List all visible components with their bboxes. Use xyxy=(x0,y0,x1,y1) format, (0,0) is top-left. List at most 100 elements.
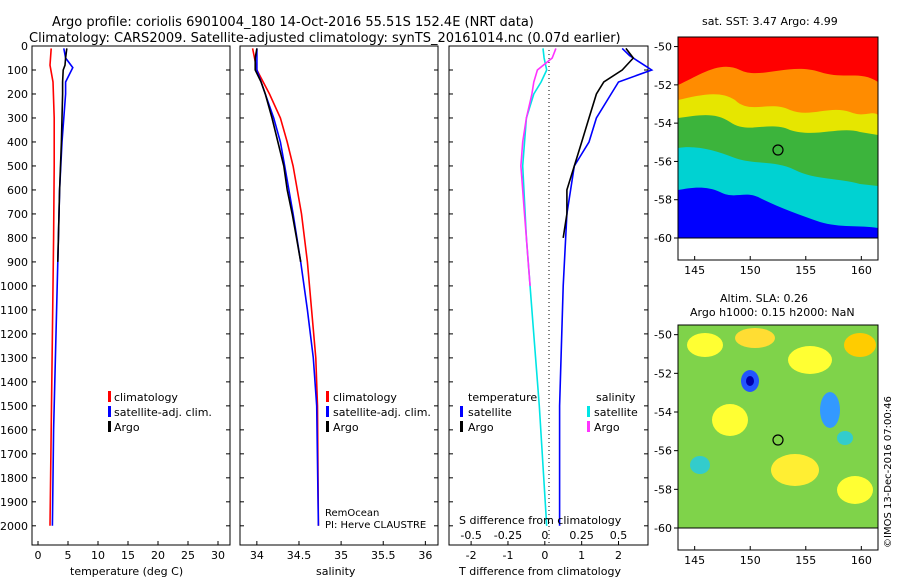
temperature-curves xyxy=(49,48,74,526)
top-tick-label: 0.25 xyxy=(569,529,594,542)
depth-tick-label: 2000 xyxy=(0,520,28,533)
difference-legend: temperature salinity satellite Argo sate… xyxy=(460,391,638,434)
x-tick-label: 1 xyxy=(578,549,585,562)
x-tick-label: -2 xyxy=(466,549,477,562)
sla-map-title-2: Argo h1000: 0.15 h2000: NaN xyxy=(690,306,855,319)
sla-low-anomaly xyxy=(690,456,710,474)
legend-swatch-climatology xyxy=(108,391,111,402)
sla-lat-ticks: -50 -52 -54 -56 -58 -60 xyxy=(654,329,678,535)
pi-credit: PI: Herve CLAUSTRE xyxy=(325,520,426,531)
lon-tick-label: 145 xyxy=(684,554,705,567)
sst-argo-position-marker xyxy=(772,144,784,156)
legend-swatch-satellite xyxy=(108,406,111,417)
depth-tick-label: 800 xyxy=(7,232,28,245)
depth-tick-label: 1300 xyxy=(0,352,28,365)
temperature-xlabel: temperature (deg C) xyxy=(70,565,183,578)
lat-tick-label: -54 xyxy=(654,117,672,130)
series-line-temperature-argo xyxy=(562,47,635,239)
lon-tick-label: 150 xyxy=(740,264,761,277)
map-outer-frame xyxy=(677,324,879,551)
sla-low-anomaly xyxy=(820,392,840,428)
sla-map-title-1: Altim. SLA: 0.26 xyxy=(720,292,808,305)
depth-tick-label: 200 xyxy=(7,88,28,101)
lon-tick-label: 150 xyxy=(740,554,761,567)
imos-credit: ©IMOS 13-Dec-2016 07:00:46 xyxy=(883,396,894,548)
map-outer-frame xyxy=(677,36,879,261)
lat-tick-label: -60 xyxy=(654,232,672,245)
series-line-climatology xyxy=(251,48,320,526)
s-difference-ticks: -0.5 -0.25 0 0.25 0.5 xyxy=(460,529,627,542)
legend-label: satellite xyxy=(594,406,638,419)
series-line-salinity-argo xyxy=(520,48,557,286)
lat-tick-label: -58 xyxy=(654,483,672,496)
sla-argo-position-marker xyxy=(772,434,784,446)
x-tick-label: 30 xyxy=(211,549,225,562)
legend-swatch-t-satellite xyxy=(460,406,463,417)
legend-label: satellite-adj. clim. xyxy=(333,406,431,419)
legend-swatch-argo xyxy=(326,421,329,432)
depth-tick-label: 0 xyxy=(21,40,28,53)
legend-swatch-satellite xyxy=(326,406,329,417)
legend-label: climatology xyxy=(114,391,178,404)
depth-tick-label: 1200 xyxy=(0,328,28,341)
salinity-legend: climatology satellite-adj. clim. Argo xyxy=(326,391,431,434)
legend-swatch-climatology xyxy=(326,391,329,402)
difference-panel-frame xyxy=(448,45,649,546)
series-line-climatology xyxy=(49,48,56,526)
x-tick-label: -1 xyxy=(502,549,513,562)
series-line-argo xyxy=(57,48,68,262)
x-tick-label: 5 xyxy=(65,549,72,562)
top-tick-label: -0.25 xyxy=(494,529,522,542)
legend-swatch-argo xyxy=(108,421,111,432)
x-tick-label: 34.5 xyxy=(287,549,312,562)
sla-low-anomaly-core xyxy=(746,376,754,386)
top-tick-label: 0.5 xyxy=(610,529,628,542)
lon-tick-label: 160 xyxy=(851,264,872,277)
series-line-satellite-adj-clim- xyxy=(51,48,74,526)
x-tick-label: 0 xyxy=(35,549,42,562)
difference-top-label: S difference from climatology xyxy=(459,514,622,527)
sla-high-anomaly xyxy=(735,328,775,348)
sst-lon-ticks: 145 150 155 160 xyxy=(677,36,879,277)
lon-tick-label: 145 xyxy=(684,264,705,277)
lat-tick-label: -52 xyxy=(654,367,672,380)
sla-high-anomaly xyxy=(837,476,873,504)
top-tick-label: -0.5 xyxy=(460,529,481,542)
remocean-credit: RemOcean xyxy=(325,508,379,519)
title-line-2: Climatology: CARS2009. Satellite-adjuste… xyxy=(29,31,621,46)
sla-high-anomaly xyxy=(687,333,723,357)
difference-xlabel: T difference from climatology xyxy=(458,565,621,578)
lat-tick-label: -60 xyxy=(654,522,672,535)
lon-tick-label: 155 xyxy=(795,264,816,277)
difference-curves xyxy=(520,47,654,526)
x-tick-label: 25 xyxy=(181,549,195,562)
depth-tick-label: 1600 xyxy=(0,424,28,437)
legend-heading-temperature: temperature xyxy=(468,391,537,404)
depth-tick-label: 100 xyxy=(7,64,28,77)
x-tick-label: 34 xyxy=(250,549,264,562)
sla-high-anomaly xyxy=(844,333,876,357)
sla-map xyxy=(677,324,879,529)
lon-tick-label: 155 xyxy=(795,554,816,567)
lat-tick-label: -50 xyxy=(654,41,672,54)
series-line-argo xyxy=(254,48,302,263)
depth-tick-label: 400 xyxy=(7,136,28,149)
lon-tick-label: 160 xyxy=(851,554,872,567)
sla-low-anomaly xyxy=(837,431,853,445)
top-tick-label: 0 xyxy=(541,529,548,542)
lat-tick-label: -50 xyxy=(654,329,672,342)
title-line-1: Argo profile: coriolis 6901004_180 14-Oc… xyxy=(52,15,534,30)
salinity-xlabel: salinity xyxy=(316,565,356,578)
x-tick-label: 36 xyxy=(418,549,432,562)
sst-band-blue xyxy=(678,187,878,238)
sla-high-anomaly xyxy=(771,454,819,486)
salinity-x-ticks: 34 34.5 35 35.5 36 xyxy=(250,541,432,562)
x-tick-label: 10 xyxy=(91,549,105,562)
depth-tick-label: 1500 xyxy=(0,400,28,413)
salinity-curves xyxy=(251,48,320,526)
legend-swatch-s-argo xyxy=(587,421,590,432)
sst-lat-ticks: -50 -52 -54 -56 -58 -60 xyxy=(654,41,678,245)
sla-lon-ticks: 145 150 155 160 xyxy=(677,324,879,567)
depth-tick-label: 1400 xyxy=(0,376,28,389)
